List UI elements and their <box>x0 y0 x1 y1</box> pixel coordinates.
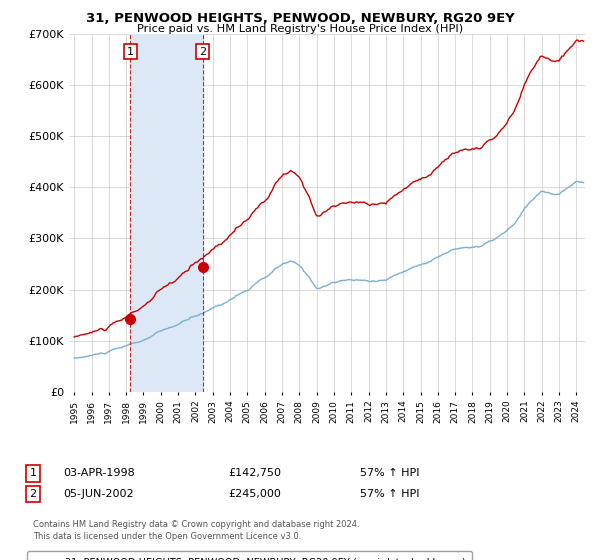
Bar <box>130 34 203 392</box>
Text: Price paid vs. HM Land Registry's House Price Index (HPI): Price paid vs. HM Land Registry's House … <box>137 24 463 34</box>
Text: 57% ↑ HPI: 57% ↑ HPI <box>360 468 419 478</box>
Text: £142,750: £142,750 <box>228 468 281 478</box>
Text: 05-JUN-2002: 05-JUN-2002 <box>63 489 134 499</box>
Text: £245,000: £245,000 <box>228 489 281 499</box>
Text: Contains HM Land Registry data © Crown copyright and database right 2024.
This d: Contains HM Land Registry data © Crown c… <box>33 520 359 541</box>
Legend: 31, PENWOOD HEIGHTS, PENWOOD, NEWBURY, RG20 9EY (semi-detached house), HPI: Aver: 31, PENWOOD HEIGHTS, PENWOOD, NEWBURY, R… <box>28 551 472 560</box>
Text: 57% ↑ HPI: 57% ↑ HPI <box>360 489 419 499</box>
Text: 31, PENWOOD HEIGHTS, PENWOOD, NEWBURY, RG20 9EY: 31, PENWOOD HEIGHTS, PENWOOD, NEWBURY, R… <box>86 12 514 25</box>
Text: 1: 1 <box>29 468 37 478</box>
Text: 03-APR-1998: 03-APR-1998 <box>63 468 135 478</box>
Text: 2: 2 <box>199 46 206 57</box>
Text: 2: 2 <box>29 489 37 499</box>
Text: 1: 1 <box>127 46 134 57</box>
